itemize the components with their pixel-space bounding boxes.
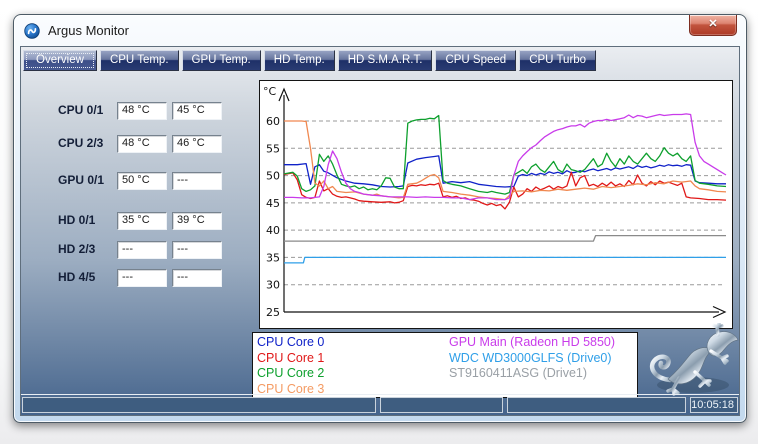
reading-value-field: ---: [117, 241, 167, 259]
argus-monitor-window: Argus Monitor ✕ Overview CPU Temp. GPU T…: [13, 14, 747, 423]
temperature-chart: 25 30 35 40 45 50 55 60 °C: [259, 80, 733, 329]
svg-text:60: 60: [266, 115, 280, 128]
legend-column-cpu: CPU Core 0 CPU Core 1 CPU Core 2 CPU Cor…: [257, 335, 324, 397]
client-area: Overview CPU Temp. GPU Temp. HD Temp. HD…: [20, 46, 740, 416]
svg-text:35: 35: [266, 251, 280, 264]
status-pane-1: [22, 397, 376, 413]
reading-value-field: 35 °C: [117, 212, 167, 230]
title-bar[interactable]: Argus Monitor ✕: [14, 15, 746, 46]
tab-hd-temp[interactable]: HD Temp.: [263, 50, 335, 71]
tab-label: GPU Temp.: [191, 54, 251, 66]
reading-value-field: ---: [172, 172, 222, 190]
reading-value-field: 45 °C: [172, 102, 222, 120]
tab-label: Overview: [36, 54, 84, 66]
reading-label: HD 4/5: [58, 270, 96, 284]
window-title: Argus Monitor: [48, 23, 129, 38]
status-pane-2: [379, 397, 504, 413]
tab-label: CPU Turbo: [529, 54, 587, 66]
tab-hd-smart[interactable]: HD S.M.A.R.T.: [337, 50, 433, 71]
reading-label: HD 2/3: [58, 242, 96, 256]
svg-text:45: 45: [266, 197, 280, 210]
reading-value-field: ---: [172, 241, 222, 259]
legend-item: CPU Core 0: [257, 335, 325, 349]
reading-value-field: ---: [172, 269, 222, 287]
svg-text:55: 55: [266, 142, 280, 155]
tab-label: HD Temp.: [273, 54, 325, 66]
tab-bar: Overview CPU Temp. GPU Temp. HD Temp. HD…: [23, 50, 597, 71]
tab-label: CPU Temp.: [109, 54, 169, 66]
tab-gpu-temp[interactable]: GPU Temp.: [181, 50, 261, 71]
legend-item: WDC WD3000GLFS (Drive0): [449, 350, 612, 365]
svg-text:°C: °C: [263, 85, 277, 98]
legend-item: CPU Core 2: [257, 366, 325, 380]
reading-value-field: ---: [117, 269, 167, 287]
legend-item: CPU Core 3: [257, 381, 325, 396]
reading-label: HD 0/1: [58, 213, 96, 227]
svg-text:50: 50: [266, 170, 280, 183]
app-icon: [24, 22, 40, 39]
svg-text:30: 30: [266, 279, 280, 292]
tab-cpu-speed[interactable]: CPU Speed: [435, 50, 517, 71]
svg-text:40: 40: [266, 224, 280, 237]
status-clock: 10:05:18: [690, 397, 738, 413]
chart-legend: CPU Core 0 CPU Core 1 CPU Core 2 CPU Cor…: [252, 332, 638, 398]
reading-label: GPU 0/1: [58, 173, 105, 187]
tab-cpu-turbo[interactable]: CPU Turbo: [519, 50, 597, 71]
legend-column-devices: GPU Main (Radeon HD 5850) WDC WD3000GLFS…: [449, 335, 615, 382]
reading-value-field: 46 °C: [172, 135, 222, 153]
tab-label: HD S.M.A.R.T.: [347, 54, 423, 66]
gecko-logo-icon: [649, 323, 739, 396]
tab-cpu-temp[interactable]: CPU Temp.: [99, 50, 179, 71]
status-pane-3: [507, 397, 687, 413]
reading-value-field: 48 °C: [117, 135, 167, 153]
close-icon: ✕: [708, 18, 718, 30]
svg-text:25: 25: [266, 306, 280, 319]
tab-overview[interactable]: Overview: [23, 50, 97, 71]
reading-value-field: 48 °C: [117, 102, 167, 120]
reading-value-field: 50 °C: [117, 172, 167, 190]
legend-item: GPU Main (Radeon HD 5850): [449, 335, 616, 349]
reading-label: CPU 0/1: [58, 103, 104, 117]
reading-value-field: 39 °C: [172, 212, 222, 230]
legend-item: CPU Core 1: [257, 350, 325, 365]
legend-item: ST9160411ASG (Drive1): [449, 366, 588, 380]
status-bar: 10:05:18: [21, 394, 739, 415]
tab-label: CPU Speed: [445, 54, 507, 66]
reading-label: CPU 2/3: [58, 136, 104, 150]
chart-canvas: 25 30 35 40 45 50 55 60 °C: [263, 85, 727, 319]
close-button[interactable]: ✕: [689, 15, 737, 36]
